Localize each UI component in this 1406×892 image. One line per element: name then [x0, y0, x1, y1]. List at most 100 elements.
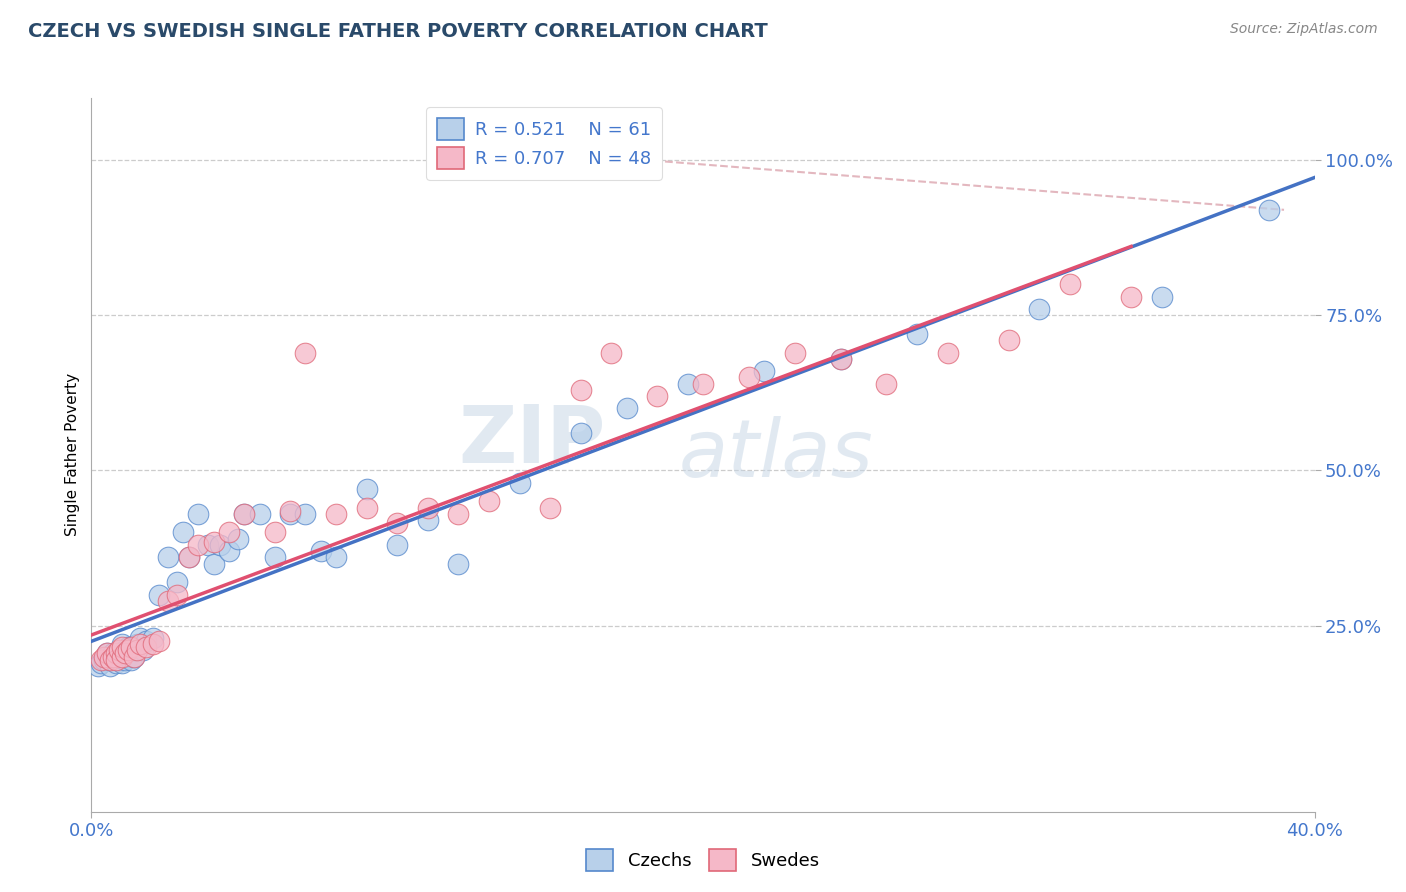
Point — [101, 647, 124, 661]
Point — [114, 653, 136, 667]
Point — [148, 634, 170, 648]
Point — [101, 649, 124, 664]
Point — [111, 649, 134, 664]
Point — [120, 640, 142, 655]
Point — [1121, 290, 1143, 304]
Point — [179, 550, 201, 565]
Point — [114, 647, 136, 661]
Point — [645, 389, 668, 403]
Point — [114, 643, 136, 657]
Point — [294, 345, 316, 359]
Point — [416, 500, 439, 515]
Point — [179, 550, 201, 565]
Point — [111, 637, 134, 651]
Point — [122, 643, 145, 657]
Point — [117, 643, 139, 657]
Point — [538, 500, 561, 515]
Point — [129, 631, 152, 645]
Point — [356, 500, 378, 515]
Point — [1059, 277, 1081, 292]
Point — [783, 345, 806, 359]
Point — [166, 575, 188, 590]
Point — [101, 649, 124, 664]
Point — [90, 656, 112, 670]
Point — [127, 637, 149, 651]
Point — [936, 345, 959, 359]
Point — [294, 507, 316, 521]
Legend: Czechs, Swedes: Czechs, Swedes — [579, 842, 827, 879]
Point — [127, 643, 149, 657]
Point — [233, 507, 256, 521]
Point — [111, 656, 134, 670]
Point — [1150, 290, 1173, 304]
Point — [616, 401, 638, 416]
Point — [264, 525, 287, 540]
Point — [692, 376, 714, 391]
Point — [202, 534, 225, 549]
Point — [166, 588, 188, 602]
Text: ZIP: ZIP — [458, 401, 605, 480]
Point — [122, 649, 145, 664]
Point — [1257, 202, 1279, 217]
Point — [197, 538, 219, 552]
Point — [218, 525, 240, 540]
Point — [447, 507, 470, 521]
Point — [108, 643, 131, 657]
Point — [202, 557, 225, 571]
Text: atlas: atlas — [679, 416, 873, 494]
Point — [385, 538, 409, 552]
Point — [233, 507, 256, 521]
Point — [447, 557, 470, 571]
Point — [108, 647, 131, 661]
Point — [172, 525, 194, 540]
Text: CZECH VS SWEDISH SINGLE FATHER POVERTY CORRELATION CHART: CZECH VS SWEDISH SINGLE FATHER POVERTY C… — [28, 22, 768, 41]
Point — [738, 370, 761, 384]
Point — [117, 640, 139, 655]
Point — [122, 649, 145, 664]
Point — [104, 647, 127, 661]
Point — [148, 588, 170, 602]
Point — [111, 649, 134, 664]
Point — [187, 507, 209, 521]
Point — [416, 513, 439, 527]
Point — [278, 504, 301, 518]
Point — [1028, 302, 1050, 317]
Point — [356, 482, 378, 496]
Point — [309, 544, 332, 558]
Point — [509, 475, 531, 490]
Point — [111, 640, 134, 655]
Point — [132, 643, 155, 657]
Point — [208, 538, 231, 552]
Point — [156, 550, 179, 565]
Point — [135, 640, 157, 655]
Point — [96, 647, 118, 661]
Point — [117, 649, 139, 664]
Point — [385, 516, 409, 531]
Point — [998, 333, 1021, 347]
Point — [249, 507, 271, 521]
Point — [218, 544, 240, 558]
Point — [93, 649, 115, 664]
Text: Source: ZipAtlas.com: Source: ZipAtlas.com — [1230, 22, 1378, 37]
Legend: R = 0.521    N = 61, R = 0.707    N = 48: R = 0.521 N = 61, R = 0.707 N = 48 — [426, 107, 662, 180]
Point — [830, 351, 852, 366]
Point — [676, 376, 699, 391]
Point — [569, 383, 592, 397]
Point — [120, 640, 142, 655]
Point — [325, 507, 347, 521]
Point — [108, 653, 131, 667]
Point — [830, 351, 852, 366]
Point — [104, 653, 127, 667]
Point — [90, 653, 112, 667]
Point — [478, 494, 501, 508]
Point — [569, 426, 592, 441]
Point — [187, 538, 209, 552]
Point — [905, 326, 928, 341]
Point — [141, 631, 163, 645]
Point — [278, 507, 301, 521]
Point — [156, 593, 179, 607]
Point — [264, 550, 287, 565]
Point — [754, 364, 776, 378]
Point — [600, 345, 623, 359]
Y-axis label: Single Father Poverty: Single Father Poverty — [65, 374, 80, 536]
